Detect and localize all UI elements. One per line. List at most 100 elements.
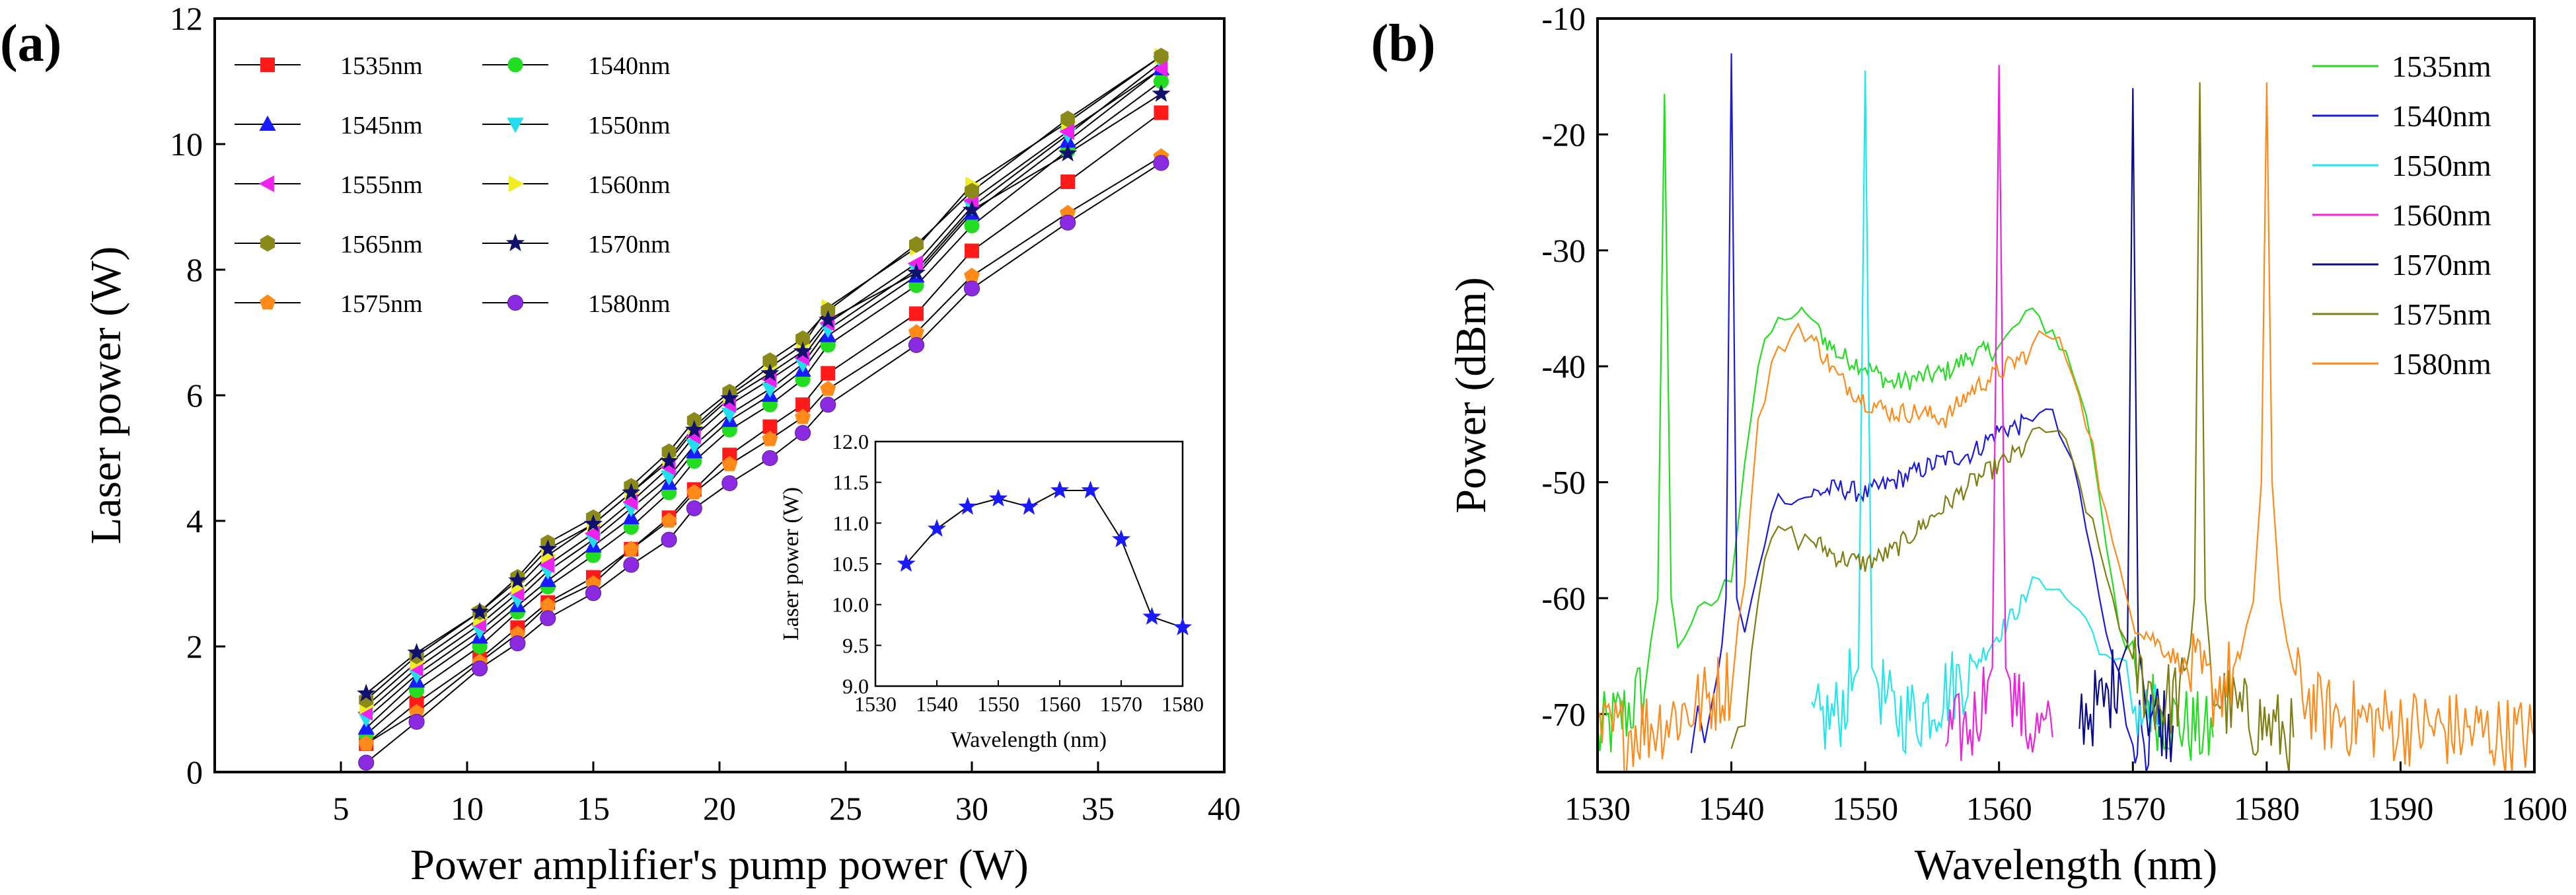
x-axis-ticks-b: 1530 1540 1550 1560 1570 1580 1590 1600 <box>1564 761 2567 827</box>
data-point <box>1152 84 1171 102</box>
spectrum-trace <box>1599 82 2533 771</box>
legend-label: 1580nm <box>588 290 671 318</box>
data-point <box>539 556 555 574</box>
legend-label: 1575nm <box>340 290 423 318</box>
inset-data-point <box>1019 496 1039 515</box>
data-point <box>908 324 924 340</box>
data-point <box>793 341 813 360</box>
inset-data-point <box>958 496 977 515</box>
y-tick-label: -40 <box>1541 348 1586 385</box>
data-point <box>538 539 558 557</box>
y-tick-label: -20 <box>1541 116 1586 153</box>
data-point <box>1060 175 1076 189</box>
data-point <box>540 597 556 613</box>
data-point <box>762 419 778 434</box>
inset-data-point <box>927 519 947 537</box>
data-point <box>909 236 924 253</box>
data-point <box>964 267 980 283</box>
data-point <box>585 585 602 602</box>
data-point <box>821 366 836 381</box>
x-tick-label: 25 <box>829 790 862 827</box>
legend-label: 1560nm <box>2392 198 2491 232</box>
legend-marker <box>260 58 275 72</box>
x-tick-label: 1560 <box>1966 790 2032 827</box>
data-point <box>720 388 739 407</box>
data-point <box>795 397 811 412</box>
data-point <box>762 430 778 446</box>
series-group-a <box>357 48 1171 771</box>
y-tick-label: 6 <box>186 377 203 414</box>
data-point <box>1060 214 1076 231</box>
x-tick-label: 30 <box>955 790 988 827</box>
data-point <box>907 254 923 272</box>
data-point <box>407 642 426 661</box>
data-point <box>686 484 702 500</box>
y-tick-label: -70 <box>1541 695 1586 732</box>
data-point <box>659 451 679 469</box>
x-tick-label: 1600 <box>2501 790 2567 827</box>
inset-data-point <box>1050 481 1070 498</box>
data-point <box>962 200 982 218</box>
data-point <box>1058 143 1078 162</box>
inset-y-tick-label: 11.5 <box>832 471 869 494</box>
inset-y-label: Laser power (W) <box>779 487 803 641</box>
data-point <box>686 500 702 517</box>
data-point <box>357 683 376 702</box>
inset-x-tick-label: 1550 <box>977 692 1019 716</box>
legend-label: 1580nm <box>2392 347 2491 381</box>
legend-marker <box>507 57 523 73</box>
legend-label: 1535nm <box>340 52 423 80</box>
spectrum-trace <box>1690 53 2160 771</box>
data-point <box>908 306 924 321</box>
inset-x-tick-label: 1530 <box>854 692 897 716</box>
inset-x-label: Wavelength (nm) <box>951 728 1107 752</box>
inset-series-group <box>897 481 1193 636</box>
y-axis-ticks-b: -10 -20 -30 -40 -50 -60 -70 <box>1541 0 1608 732</box>
inset-x-tick-label: 1560 <box>1039 692 1081 716</box>
data-point <box>1059 123 1075 140</box>
data-point <box>358 735 375 751</box>
legend-marker <box>505 233 525 251</box>
inset-data-point <box>1111 529 1131 547</box>
inset-x-tick-label: 1540 <box>916 692 958 716</box>
inset-y-tick-label: 10.0 <box>832 593 869 617</box>
inset-data-point <box>1142 607 1161 625</box>
x-tick-label: 1540 <box>1699 790 1765 827</box>
data-point <box>661 512 677 528</box>
inset-y-tick-label: 9.0 <box>842 674 869 698</box>
data-point <box>508 570 527 589</box>
y-tick-label: -50 <box>1541 464 1586 501</box>
data-point <box>1153 73 1169 89</box>
inset-axis-ticks: 1530 1540 1550 1560 1570 1580 9.0 9.5 10.0 10.5 11… <box>832 430 1204 716</box>
legend-marker <box>507 294 524 311</box>
data-point <box>908 336 925 354</box>
data-point <box>540 610 556 627</box>
data-point <box>762 352 778 370</box>
x-tick-label: 35 <box>1082 790 1115 827</box>
spectrum-trace <box>2079 88 2174 763</box>
y-tick-label: -30 <box>1541 232 1586 269</box>
data-point <box>470 602 490 620</box>
data-point <box>409 695 424 711</box>
x-tick-label: 10 <box>451 790 484 827</box>
y-axis-ticks-a: 0 2 4 6 8 10 12 <box>170 0 225 791</box>
legend-b: 1535nm 1540nm 1550nm 1560nm 1570nm 1575nm 1580… <box>2312 50 2491 381</box>
data-point <box>820 380 836 396</box>
inset-line <box>905 490 1183 629</box>
x-axis-label-b: Wavelength (nm) <box>1915 841 2217 889</box>
inset-data-point <box>1173 617 1193 636</box>
data-point <box>795 330 810 348</box>
y-axis-label-b: Power (dBm) <box>1447 277 1495 513</box>
inset-data-point <box>988 488 1008 507</box>
data-point <box>623 541 640 556</box>
data-point <box>795 424 811 442</box>
y-axis-label-a: Laser power (W) <box>82 247 130 545</box>
legend-label: 1570nm <box>2392 248 2491 282</box>
x-tick-label: 1550 <box>1832 790 1898 827</box>
data-point <box>358 754 375 771</box>
data-point <box>964 217 980 234</box>
data-point <box>1060 110 1076 128</box>
y-tick-label: 8 <box>186 251 203 288</box>
y-tick-label: 10 <box>170 126 203 163</box>
